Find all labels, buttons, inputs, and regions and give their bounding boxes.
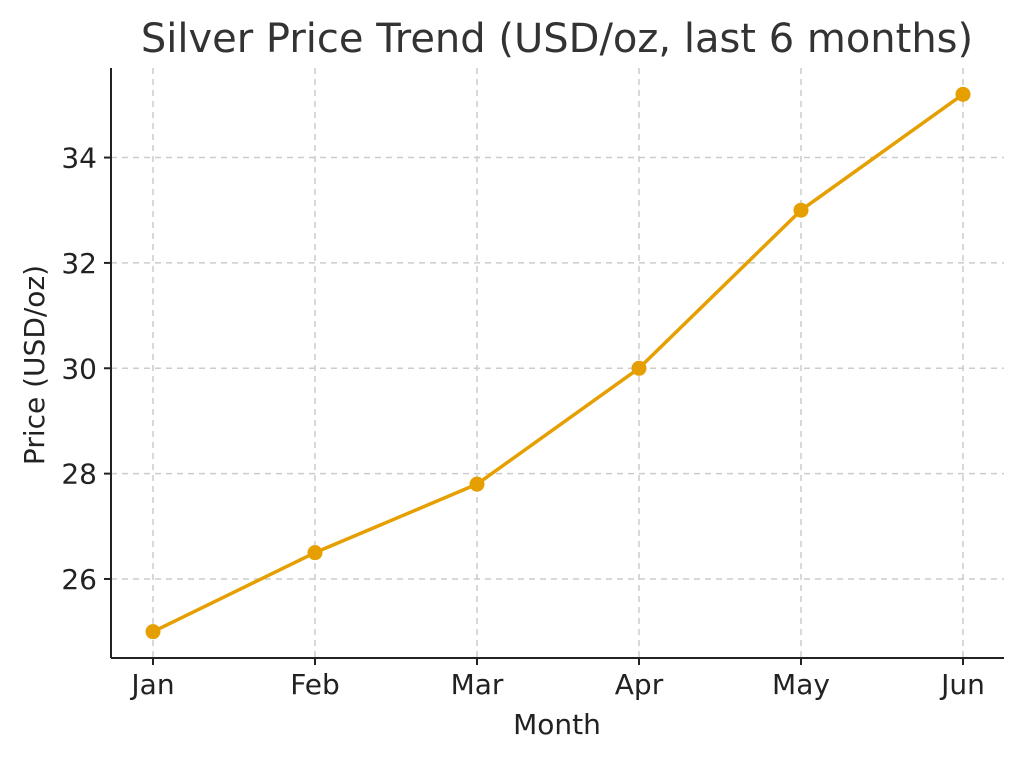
data-point-apr xyxy=(631,360,647,376)
x-tick-label: Apr xyxy=(615,668,664,701)
x-tick-label: May xyxy=(772,668,830,701)
axes xyxy=(110,68,1004,659)
x-axis-label: Month xyxy=(513,708,601,741)
data-point-jun xyxy=(955,86,971,102)
x-tick-label: Jan xyxy=(129,668,174,701)
y-tick-label: 28 xyxy=(61,458,97,491)
series-line xyxy=(151,92,965,634)
data-point-may xyxy=(793,202,809,218)
x-tick-label: Feb xyxy=(290,668,340,701)
data-series xyxy=(145,86,971,640)
y-axis-label: Price (USD/oz) xyxy=(18,265,51,465)
tick-labels: Jan Feb Mar Apr May Jun 26 28 30 32 34 xyxy=(61,142,985,701)
grid-lines xyxy=(111,68,1004,658)
data-point-jan xyxy=(145,624,161,640)
x-tick-label: Jun xyxy=(939,668,985,701)
y-tick-label: 26 xyxy=(61,563,97,596)
x-tick-label: Mar xyxy=(451,668,504,701)
y-tick-label: 32 xyxy=(61,247,97,280)
data-point-feb xyxy=(307,545,323,561)
y-tick-label: 30 xyxy=(61,352,97,385)
data-point-mar xyxy=(469,476,485,492)
chart-title: Silver Price Trend (USD/oz, last 6 month… xyxy=(141,16,973,62)
y-tick-label: 34 xyxy=(61,142,97,175)
